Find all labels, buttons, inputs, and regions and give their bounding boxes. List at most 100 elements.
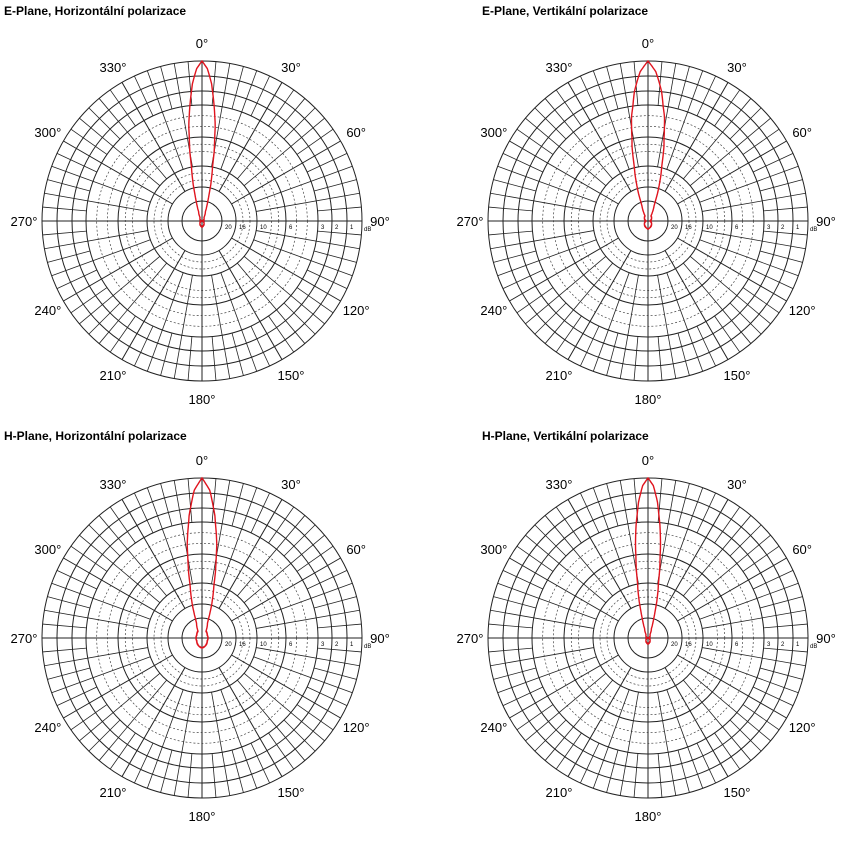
polar-chart-2: E-Plane, Vertikální polarizace 0° 30° 60° 90… [457, 4, 836, 407]
radial-tick-label: 16 [685, 225, 692, 231]
grid-spoke [121, 667, 186, 777]
grid-spoke [534, 719, 567, 752]
angle-label: 300° [34, 542, 61, 557]
grid-spoke [306, 153, 348, 173]
grid-spoke [134, 75, 154, 117]
angle-label: 120° [789, 720, 816, 735]
grid-spoke [253, 165, 353, 203]
angle-label: 240° [34, 303, 61, 318]
grid-spoke [525, 117, 607, 186]
grid-spoke [677, 332, 690, 376]
grid-spoke [752, 686, 794, 706]
pattern-series-line [634, 476, 662, 645]
angle-label: 300° [480, 542, 507, 557]
radial-tick-label: 10 [706, 642, 713, 648]
grid-spoke [88, 719, 121, 752]
radial-tick-label: 1 [350, 642, 354, 648]
grid-spoke [306, 570, 348, 590]
grid-spoke [173, 692, 193, 796]
grid-spoke [683, 679, 752, 761]
grid-spoke [677, 237, 787, 302]
radial-tick-label: 2 [781, 225, 785, 231]
grid-spoke [752, 570, 794, 590]
angle-label: 90° [816, 214, 836, 229]
polar-chart-4: H-Plane, Vertikální polarizace 0° 30° 60° 90… [457, 429, 836, 824]
grid-spoke [497, 656, 597, 694]
grid-spoke [42, 647, 87, 653]
angle-label: 210° [100, 785, 127, 800]
grid-spoke [98, 679, 167, 761]
grid-spoke [666, 272, 704, 372]
grid-spoke [592, 487, 630, 587]
grid-spoke [121, 250, 186, 360]
angle-label: 30° [281, 477, 301, 492]
grid-spoke [633, 336, 639, 381]
grid-spoke [677, 483, 690, 527]
grid-spoke [51, 656, 151, 694]
grid-spoke [313, 596, 357, 609]
grid-spoke [220, 272, 258, 372]
grid-spoke [243, 256, 325, 325]
grid-spoke [231, 237, 341, 302]
grid-spoke [759, 179, 803, 192]
grid-spoke [70, 545, 108, 572]
grid-spoke [677, 749, 690, 793]
chart-title: E-Plane, Vertikální polarizace [482, 4, 648, 18]
radial-tick-label: 10 [706, 225, 713, 231]
angle-label: 120° [789, 303, 816, 318]
grid-spoke [763, 230, 808, 236]
angle-label: 270° [11, 214, 38, 229]
grid-spoke [47, 250, 91, 263]
angle-label: 150° [724, 785, 751, 800]
polar-chart-3: H-Plane, Horizontální polarizace 0° 30° 60°… [4, 429, 390, 824]
grid-spoke [51, 165, 151, 203]
angle-label: 60° [346, 542, 366, 557]
grid-spoke [714, 506, 741, 544]
radial-tick-label: 3 [321, 225, 325, 231]
grid-spoke [490, 192, 594, 212]
angle-label: 0° [642, 36, 654, 51]
grid-spoke [696, 492, 716, 534]
grid-spoke [742, 545, 780, 572]
grid-spoke [44, 230, 148, 250]
grid-spoke [98, 98, 167, 180]
grid-spoke [509, 654, 619, 719]
grid-spoke [619, 63, 639, 167]
angle-label: 240° [480, 303, 507, 318]
grid-spoke [752, 153, 794, 173]
grid-spoke [256, 647, 360, 667]
grid-spoke [509, 140, 619, 205]
grid-spoke [544, 679, 613, 761]
grid-spoke [283, 524, 316, 557]
grid-spoke [664, 667, 729, 777]
grid-spoke [714, 315, 741, 353]
grid-spoke [47, 596, 91, 609]
grid-spoke [580, 742, 600, 784]
grid-spoke [211, 478, 217, 523]
angle-label: 150° [278, 785, 305, 800]
grid-spoke [146, 487, 184, 587]
grid-spoke [696, 742, 716, 784]
grid-spoke [56, 269, 98, 289]
grid-spoke [146, 272, 184, 372]
grid-spoke [664, 82, 729, 192]
grid-spoke [44, 647, 148, 667]
radial-tick-label: 16 [239, 642, 246, 648]
grid-spoke [516, 128, 554, 155]
radial-tick-label: 1 [796, 225, 800, 231]
grid-spoke [253, 239, 353, 277]
radial-tick-label: 3 [321, 642, 325, 648]
grid-spoke [160, 483, 173, 527]
grid-spoke [317, 647, 362, 653]
polar-chart-1: E-Plane, Horizontální polarizace 0° 30° 60°… [4, 4, 390, 407]
angle-label: 300° [480, 125, 507, 140]
angle-label: 120° [343, 303, 370, 318]
unit-label: dB [364, 644, 371, 650]
grid-spoke [714, 89, 741, 127]
grid-spoke [211, 753, 217, 798]
grid-spoke [619, 275, 639, 379]
angle-label: 270° [11, 631, 38, 646]
grid-spoke [211, 275, 231, 379]
grid-spoke [173, 275, 193, 379]
grid-spoke [544, 262, 613, 344]
